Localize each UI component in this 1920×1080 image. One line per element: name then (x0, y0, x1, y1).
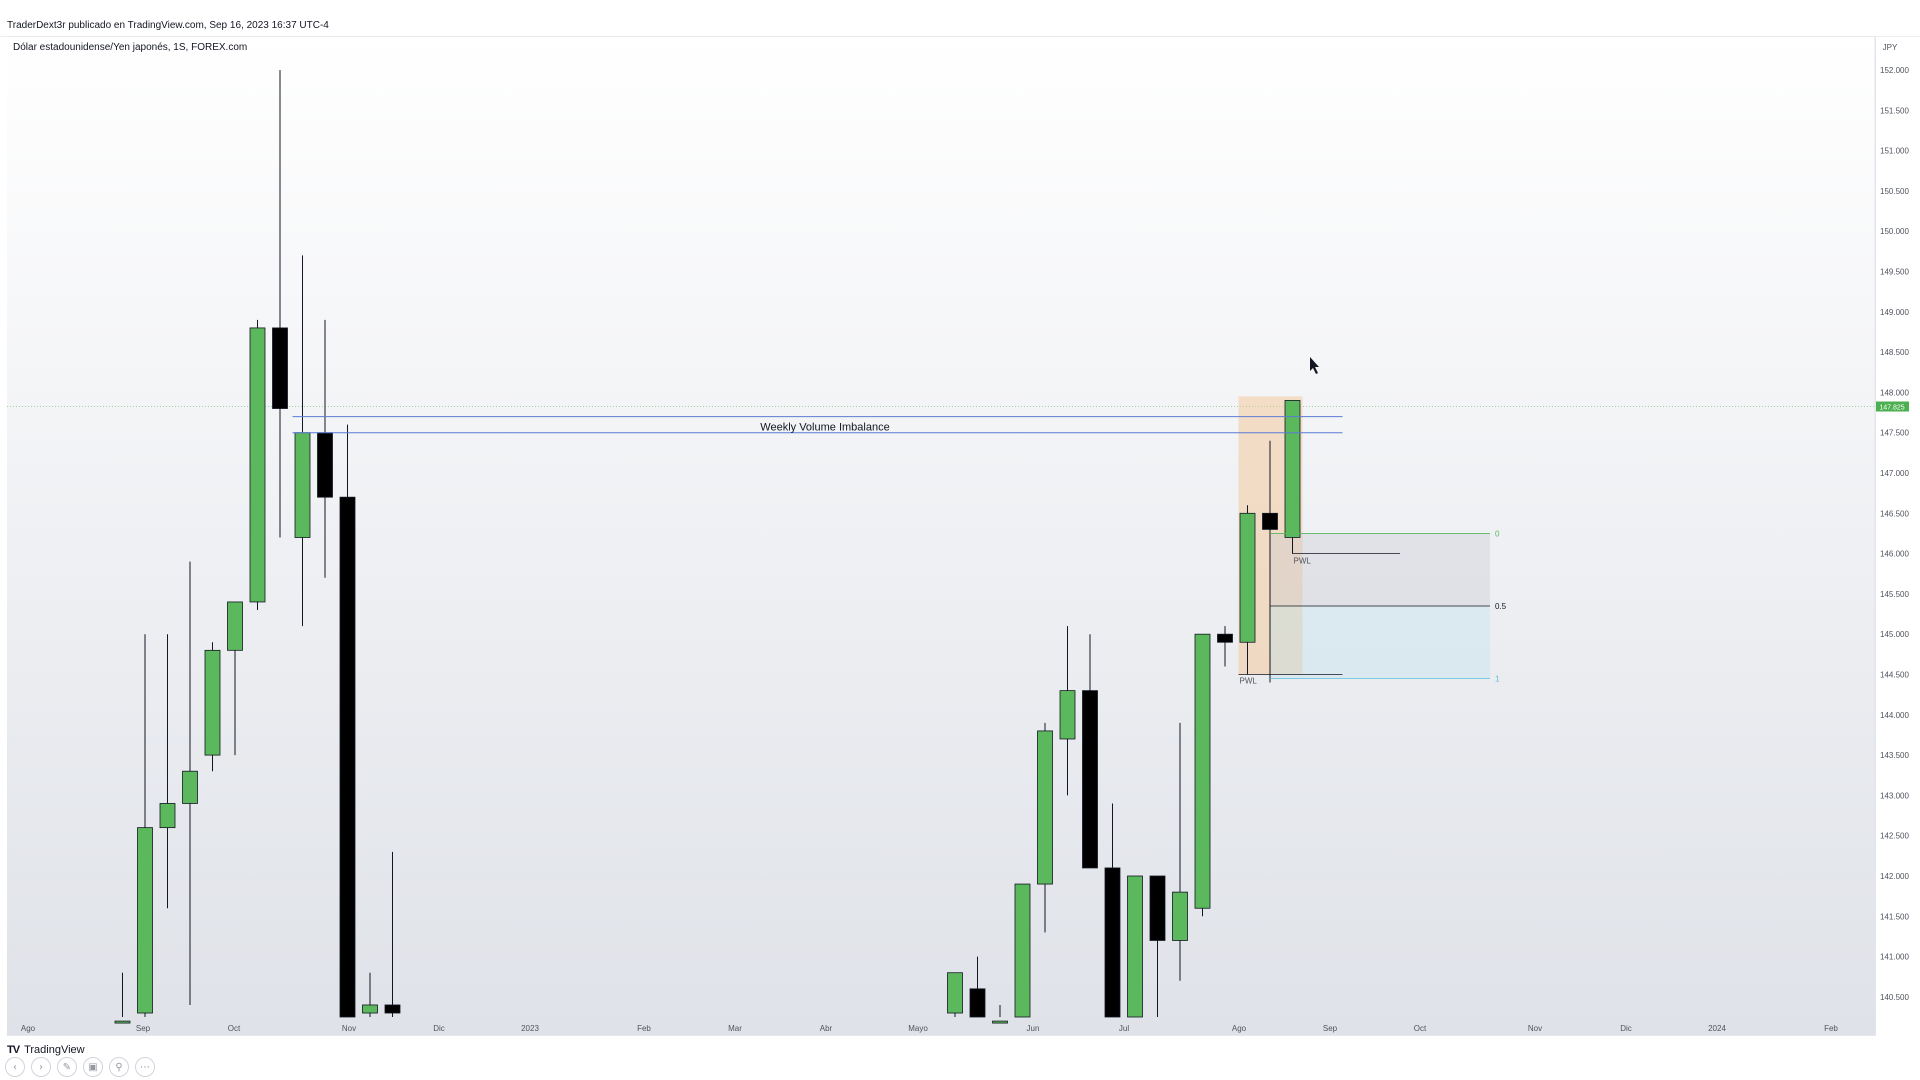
candle-up[interactable] (1284, 400, 1301, 538)
y-tick-label: 147.500 (1880, 429, 1909, 438)
candle-down[interactable] (339, 496, 356, 1018)
candle-up[interactable] (362, 1004, 378, 1014)
candle-down[interactable] (1104, 867, 1121, 1018)
candle-up[interactable] (1239, 512, 1256, 643)
draw-icon[interactable]: ✎ (57, 1057, 77, 1077)
currency-label: JPY (1883, 43, 1898, 52)
x-tick-label: Ago (1232, 1024, 1247, 1033)
plot-background (7, 37, 1875, 1035)
x-tick-label: Jun (1027, 1024, 1040, 1033)
y-tick-label: 142.500 (1880, 832, 1909, 841)
tradingview-logo: TV TradingView (7, 1044, 85, 1056)
fib-label-0: 0 (1495, 529, 1500, 538)
candle-up[interactable] (992, 1020, 1008, 1024)
candle-up[interactable] (249, 327, 266, 603)
x-tick-label: Dic (433, 1024, 445, 1033)
fib-label-1: 1 (1495, 675, 1500, 684)
more-icon[interactable]: ⋯ (135, 1057, 155, 1077)
fib-label-05: 0.5 (1495, 602, 1507, 611)
x-tick-label: 2023 (521, 1024, 539, 1033)
last-price-label: 147.825 (1879, 405, 1904, 412)
candle-up[interactable] (227, 601, 243, 651)
x-tick-label: 2024 (1708, 1024, 1726, 1033)
tv-logo-icon: TV (7, 1044, 20, 1056)
x-tick-label: Dic (1620, 1024, 1632, 1033)
candle-down[interactable] (272, 327, 288, 409)
x-tick-label: Feb (637, 1024, 651, 1033)
candle-up[interactable] (1127, 875, 1143, 1018)
candle-up[interactable] (159, 803, 176, 829)
y-tick-label: 144.500 (1880, 671, 1909, 680)
fib-upper-zone (1270, 533, 1490, 606)
candle-up[interactable] (1037, 730, 1053, 885)
pwl-lower-label: PWL (1240, 677, 1258, 686)
cursor-arrow-icon (1310, 357, 1319, 374)
y-tick-label: 146.500 (1880, 509, 1909, 518)
pwl-upper-label: PWL (1294, 557, 1312, 566)
y-tick-label: 143.500 (1880, 751, 1909, 760)
brand-name: TradingView (24, 1044, 85, 1056)
x-tick-label: Mayo (908, 1024, 928, 1033)
candle-up[interactable] (947, 972, 963, 1014)
candle-down[interactable] (1217, 633, 1233, 643)
y-tick-label: 141.000 (1880, 953, 1909, 962)
candle-up[interactable] (182, 770, 198, 804)
playback-controls: ‹ › ✎ ▣ ⚲ ⋯ (5, 1057, 155, 1077)
x-tick-label: Mar (728, 1024, 742, 1033)
chart-symbol-title: Dólar estadounidense/Yen japonés, 1S, FO… (13, 42, 247, 53)
y-tick-label: 145.500 (1880, 590, 1909, 599)
x-tick-label: Sep (1323, 1024, 1338, 1033)
imbalance-label: Weekly Volume Imbalance (760, 422, 889, 434)
y-tick-label: 142.000 (1880, 872, 1909, 881)
candle-down[interactable] (384, 1004, 401, 1014)
y-tick-label: 144.000 (1880, 711, 1909, 720)
y-tick-label: 151.000 (1880, 147, 1909, 156)
y-tick-label: 150.000 (1880, 227, 1909, 236)
x-tick-label: Nov (1528, 1024, 1542, 1033)
candle-down[interactable] (969, 988, 986, 1018)
y-tick-label: 148.000 (1880, 388, 1909, 397)
bottom-bar (0, 1036, 1920, 1080)
x-tick-label: Jul (1119, 1024, 1129, 1033)
x-tick-label: Nov (342, 1024, 356, 1033)
y-tick-label: 146.000 (1880, 550, 1909, 559)
fib-lower-zone (1270, 605, 1490, 679)
y-tick-label: 143.000 (1880, 791, 1909, 800)
candle-down[interactable] (1262, 512, 1278, 530)
next-icon[interactable]: › (31, 1057, 51, 1077)
layout-icon[interactable]: ▣ (83, 1057, 103, 1077)
x-tick-label: Sep (136, 1024, 151, 1033)
candle-down[interactable] (317, 432, 333, 498)
y-tick-label: 140.500 (1880, 993, 1909, 1002)
x-tick-label: Oct (1414, 1024, 1427, 1033)
y-tick-label: 149.000 (1880, 308, 1909, 317)
zoom-icon[interactable]: ⚲ (109, 1057, 129, 1077)
candle-down[interactable] (1149, 875, 1166, 941)
x-tick-label: Ago (21, 1024, 36, 1033)
candle-up[interactable] (1014, 883, 1031, 1018)
y-tick-label: 148.500 (1880, 348, 1909, 357)
y-tick-label: 152.000 (1880, 66, 1909, 75)
x-tick-label: Feb (1824, 1024, 1838, 1033)
y-tick-label: 151.500 (1880, 106, 1909, 115)
x-tick-label: Oct (228, 1024, 241, 1033)
candle-up[interactable] (294, 432, 311, 538)
y-tick-label: 145.000 (1880, 630, 1909, 639)
y-tick-label: 147.000 (1880, 469, 1909, 478)
candle-up[interactable] (114, 1020, 131, 1024)
y-tick-label: 150.500 (1880, 187, 1909, 196)
candle-up[interactable] (137, 827, 153, 1014)
candle-up[interactable] (1059, 690, 1076, 740)
publish-info: TraderDext3r publicado en TradingView.co… (7, 20, 329, 31)
y-tick-label: 149.500 (1880, 268, 1909, 277)
candle-up[interactable] (204, 649, 221, 756)
candle-up[interactable] (1172, 891, 1188, 941)
prev-icon[interactable]: ‹ (5, 1057, 25, 1077)
last-price-badge (1876, 401, 1909, 412)
candle-up[interactable] (1194, 633, 1211, 909)
candle-down[interactable] (1082, 690, 1098, 869)
x-tick-label: Abr (820, 1024, 833, 1033)
y-tick-label: 141.500 (1880, 912, 1909, 921)
